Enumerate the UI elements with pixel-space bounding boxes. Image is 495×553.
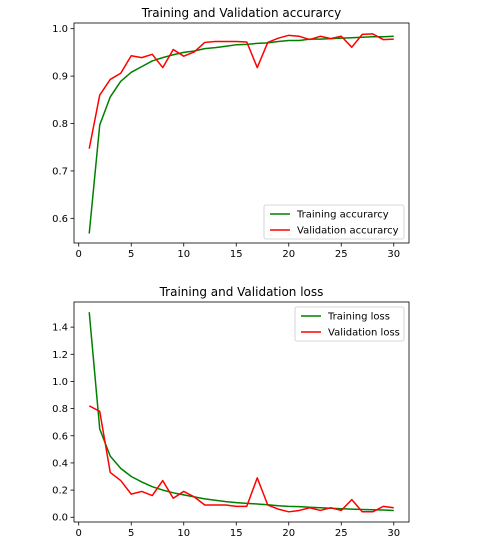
x-tick-label: 20 [282, 249, 295, 260]
x-tick-label: 20 [282, 528, 295, 539]
chart-2: Training and Validation loss 0 5 10 15 20 25 30… [52, 285, 410, 539]
x-tick-label: 0 [76, 528, 82, 539]
series-line-validation-loss [88, 405, 394, 513]
y-tick-label: 0.0 [52, 513, 68, 524]
axes-frame [73, 22, 410, 244]
y-tick-label: 0.6 [52, 214, 68, 225]
x-tick-label: 5 [128, 528, 134, 539]
x-tick-label: 0 [76, 249, 82, 260]
legend: Training loss Validation loss [294, 306, 405, 342]
legend: Training accurarcy Validation accurarcy [263, 204, 405, 240]
legend-box [294, 306, 405, 342]
series-line-validation-accurarcy [88, 33, 394, 149]
x-tick-label: 25 [335, 249, 348, 260]
y-tick-label: 1.4 [52, 323, 68, 334]
x-tick-label: 10 [177, 249, 190, 260]
y-tick-label: 0.2 [52, 486, 68, 497]
y-tick-label: 0.6 [52, 431, 68, 442]
chart-title: Training and Validation accurarcy [141, 6, 341, 20]
series-line-training-accurarcy [88, 35, 394, 234]
chart-title: Training and Validation loss [159, 285, 324, 299]
x-tick-label: 15 [230, 249, 243, 260]
y-tick-label: 1.2 [52, 350, 68, 361]
legend-label: Training accurarcy [296, 210, 389, 221]
legend-box [263, 204, 405, 240]
series-line-training-loss [88, 312, 394, 512]
y-tick-label: 0.9 [52, 72, 68, 83]
y-tick-label: 1.0 [52, 24, 68, 35]
y-tick-label: 1.0 [52, 377, 68, 388]
x-tick-label: 10 [177, 528, 190, 539]
x-tick-label: 25 [335, 528, 348, 539]
axes-frame [73, 301, 410, 523]
legend-label: Validation loss [328, 328, 400, 339]
y-tick-label: 0.8 [52, 119, 68, 130]
chart-1: Training and Validation accurarcy 0 5 10 15 2… [52, 6, 410, 260]
x-tick-label: 30 [387, 249, 400, 260]
x-tick-label: 5 [128, 249, 134, 260]
x-tick-label: 30 [387, 528, 400, 539]
x-tick-label: 15 [230, 528, 243, 539]
y-tick-label: 0.4 [52, 458, 68, 469]
legend-label: Validation accurarcy [297, 226, 399, 237]
legend-label: Training loss [327, 312, 390, 323]
y-tick-label: 0.8 [52, 404, 68, 415]
y-tick-label: 0.7 [52, 166, 68, 177]
